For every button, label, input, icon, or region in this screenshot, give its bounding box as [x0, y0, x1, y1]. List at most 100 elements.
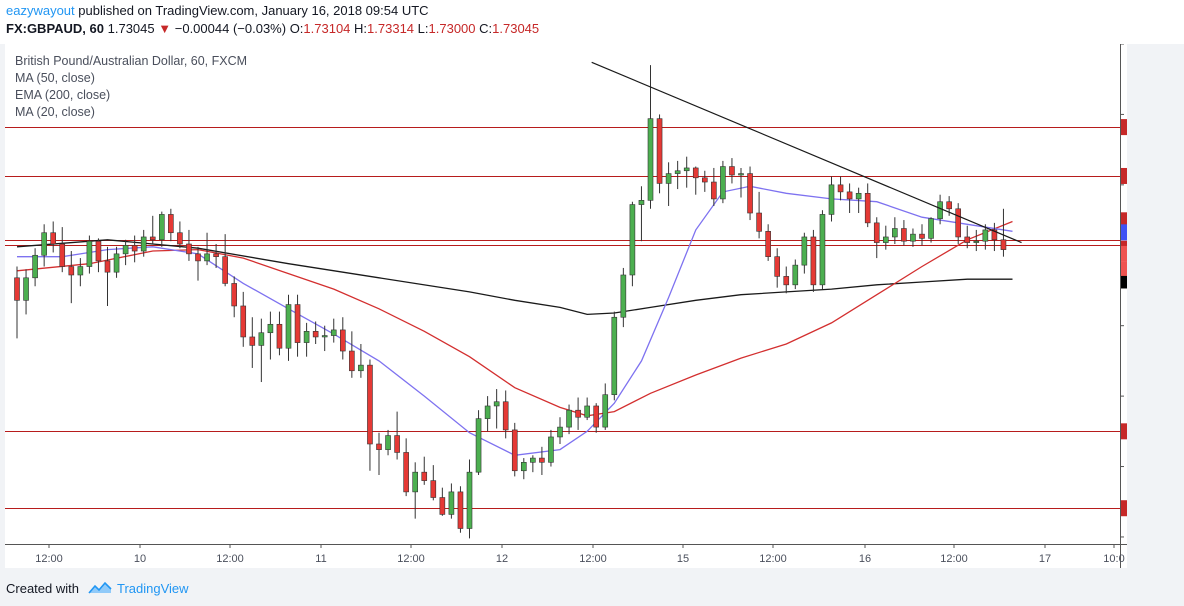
candle-body — [846, 191, 853, 200]
candle-body — [548, 436, 554, 463]
tradingview-logo-icon[interactable] — [87, 580, 113, 596]
candle-body — [41, 232, 47, 256]
candle-body — [955, 208, 962, 238]
candle-body — [240, 305, 247, 338]
candle-body — [439, 497, 446, 515]
open-value: 1.73104 — [303, 21, 351, 36]
legend-ma20[interactable]: MA (20, close) — [15, 105, 95, 119]
x-tick-label: 12:00 — [35, 553, 63, 565]
legend-ma50[interactable]: MA (50, close) — [15, 71, 95, 85]
candle-body — [584, 405, 590, 418]
legend-ema200[interactable]: EMA (200, close) — [15, 88, 111, 102]
candle-body — [855, 192, 862, 200]
candle-body — [530, 457, 536, 463]
candle-body — [638, 200, 645, 205]
candle-body — [946, 201, 952, 210]
candle-body — [358, 364, 364, 372]
candle-body — [159, 214, 165, 241]
candle-body — [837, 184, 844, 193]
candle-body — [294, 304, 301, 343]
x-tick-label: 12:00 — [579, 553, 607, 565]
candle-body — [267, 323, 274, 334]
candle-body — [68, 266, 75, 276]
candle-body — [50, 232, 57, 245]
close-label: C: — [479, 21, 493, 36]
candle-body — [23, 277, 29, 301]
candle-body — [330, 329, 337, 336]
candle-body — [349, 350, 355, 372]
ma20-price-label-bg — [1121, 224, 1127, 241]
candle-body — [611, 316, 618, 396]
ma50-price-label-bg — [1121, 212, 1127, 229]
candle-body — [14, 277, 20, 301]
candle-body — [249, 336, 256, 346]
candle-body — [149, 236, 156, 241]
candle-body — [801, 236, 808, 266]
candle-body — [204, 253, 210, 262]
tradingview-link[interactable]: TradingView — [117, 581, 189, 596]
author-link[interactable]: eazywayout — [6, 3, 75, 18]
candle-body — [466, 471, 473, 529]
candle-body — [213, 253, 219, 257]
x-tick-label: 12:00 — [397, 553, 425, 565]
chart-area[interactable]: 1.745001.740001.735001.730001.725001.720… — [5, 44, 1127, 568]
candle-body — [457, 491, 464, 529]
x-tick-label: 12:00 — [759, 553, 787, 565]
candle-body — [892, 228, 898, 238]
candle-body — [177, 232, 183, 245]
published-text: published on TradingView.com, January 16… — [78, 3, 429, 18]
candle-body — [475, 418, 482, 473]
candle-body — [511, 429, 518, 472]
candle-body — [819, 214, 826, 286]
change-arrow-icon: ▼ — [158, 21, 172, 36]
chart-legend: British Pound/Australian Dollar, 60, FXC… — [15, 53, 247, 121]
low-label: L: — [417, 21, 429, 36]
high-value: 1.73314 — [367, 21, 415, 36]
last-price: 1.73045 — [107, 21, 155, 36]
candle-body — [520, 462, 527, 472]
candle-body — [385, 435, 391, 450]
open-label: O: — [289, 21, 304, 36]
candle-body — [566, 409, 572, 428]
candle-body — [656, 118, 663, 184]
candle-body — [692, 167, 699, 179]
candle-body — [367, 364, 373, 445]
candle-body — [982, 229, 989, 242]
legend-title: British Pound/Australian Dollar, 60, FXC… — [15, 54, 248, 68]
candle-body — [620, 274, 627, 318]
candle-body — [131, 245, 138, 252]
candle-body — [964, 236, 971, 243]
candle-body — [95, 240, 102, 262]
candle-body — [222, 256, 228, 284]
x-tick-label: 12 — [496, 553, 508, 565]
candle-body — [647, 118, 654, 201]
x-tick-label: 10 — [134, 553, 146, 565]
created-with-text: Created with — [6, 581, 79, 596]
candle-body — [412, 471, 419, 493]
price-chart[interactable]: 1.745001.740001.735001.730001.725001.720… — [5, 44, 1127, 568]
candle-body — [303, 331, 310, 343]
candle-body — [882, 236, 889, 243]
candle-body — [285, 304, 292, 349]
level-price-label-bg — [1121, 119, 1127, 136]
candle-body — [991, 229, 998, 241]
candle-body — [484, 405, 491, 419]
candle-body — [430, 480, 437, 498]
candle-body — [493, 401, 500, 407]
last-price-label-bg — [1121, 245, 1127, 262]
candle-body — [910, 233, 916, 242]
trend-line — [591, 61, 1022, 244]
candle-body — [394, 435, 400, 453]
candle-body — [557, 426, 563, 438]
candle-body — [747, 173, 753, 214]
candle-body — [231, 283, 237, 307]
candle-body — [711, 181, 717, 200]
x-tick-label: 16 — [859, 553, 871, 565]
change-value: −0.00044 (−0.03%) — [174, 21, 287, 36]
low-value: 1.73000 — [428, 21, 476, 36]
candle-body — [738, 173, 744, 176]
candle-body — [602, 394, 609, 428]
candle-body — [77, 266, 84, 276]
header: eazywayout published on TradingView.com,… — [0, 0, 1184, 44]
candle-body — [1000, 239, 1007, 250]
